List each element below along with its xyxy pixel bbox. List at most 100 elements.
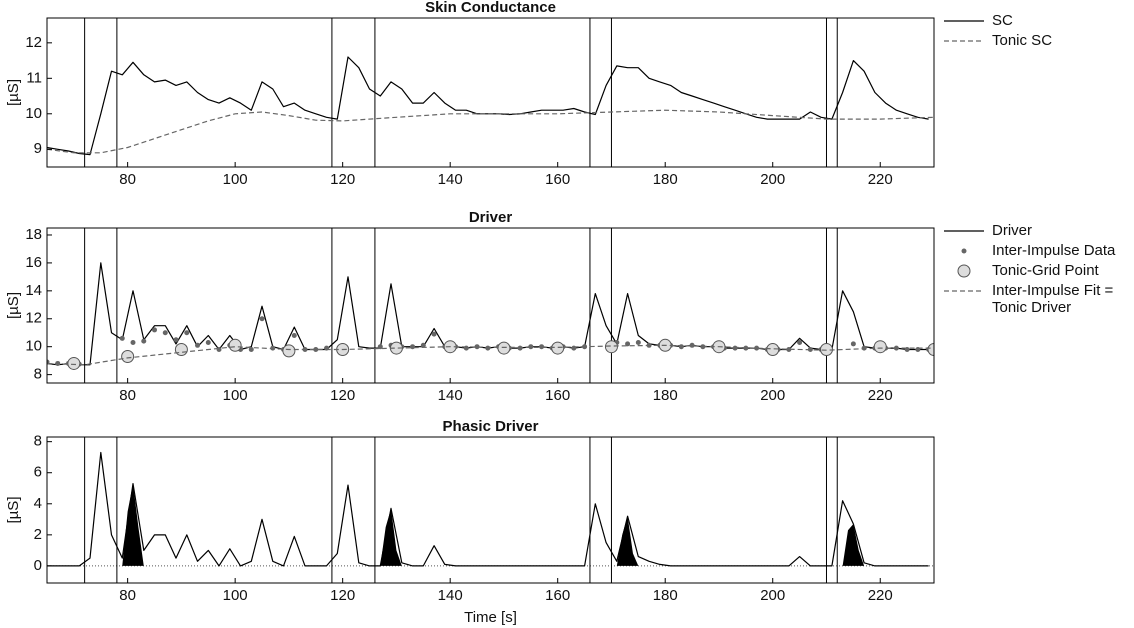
grid-point xyxy=(927,342,934,356)
x-tick-label: 120 xyxy=(330,171,355,188)
legend-item: Tonic SC xyxy=(942,32,1132,49)
data-dot xyxy=(259,316,265,322)
phasic-fill xyxy=(380,508,402,566)
y-tick-label: 11 xyxy=(26,69,42,86)
legend-marker xyxy=(961,248,967,254)
phasic-fill xyxy=(842,523,865,566)
legend-swatch xyxy=(944,40,984,42)
series-line xyxy=(47,109,934,154)
x-tick-label: 200 xyxy=(760,387,785,404)
legend-label: Inter-Impulse Fit = Tonic Driver xyxy=(992,282,1114,316)
x-tick-label: 100 xyxy=(223,171,248,188)
panel-title: Driver xyxy=(469,209,513,226)
legend-label: Inter-Impulse Data xyxy=(992,242,1116,259)
legend-swatch xyxy=(944,290,984,292)
data-dot xyxy=(313,346,319,352)
legend-swatch xyxy=(944,230,984,232)
legend-item: Inter-Impulse Fit = Tonic Driver xyxy=(942,282,1132,316)
data-dot xyxy=(173,337,179,343)
y-tick-label: 16 xyxy=(25,254,42,271)
legend-swatch xyxy=(957,264,971,278)
data-dot xyxy=(474,344,480,350)
data-dot xyxy=(130,340,136,346)
grid-point xyxy=(604,340,618,354)
legend-item: Inter-Impulse Data xyxy=(942,242,1132,259)
y-tick-label: 10 xyxy=(25,338,42,355)
y-tick-label: 6 xyxy=(34,464,42,481)
plot-area xyxy=(47,18,934,167)
data-dot xyxy=(850,341,856,347)
panel-title: Phasic Driver xyxy=(443,418,539,435)
x-tick-label: 180 xyxy=(653,171,678,188)
data-dot xyxy=(732,345,738,351)
grid-point xyxy=(497,341,511,355)
grid-point xyxy=(228,338,242,352)
x-tick-label: 140 xyxy=(438,587,463,604)
data-dot xyxy=(410,344,416,350)
legend-item: SC xyxy=(942,12,1132,29)
x-tick-label: 160 xyxy=(545,387,570,404)
y-tick-label: 18 xyxy=(25,226,42,243)
x-tick-label: 140 xyxy=(438,387,463,404)
grid-point xyxy=(873,340,887,354)
x-tick-label: 100 xyxy=(223,387,248,404)
legend-item: Tonic-Grid Point xyxy=(942,262,1132,279)
y-tick-label: 8 xyxy=(34,366,42,383)
x-tick-label: 160 xyxy=(545,171,570,188)
y-axis-label: [µS] xyxy=(5,292,22,319)
data-dot xyxy=(431,331,437,337)
series-line xyxy=(47,56,929,156)
x-axis-label: Time [s] xyxy=(464,609,517,626)
x-tick-label: 120 xyxy=(330,587,355,604)
panel-title: Skin Conductance xyxy=(425,0,556,16)
x-tick-label: 80 xyxy=(119,171,136,188)
grid-point xyxy=(282,344,296,358)
data-dot xyxy=(539,344,545,350)
x-tick-label: 80 xyxy=(119,587,136,604)
legend-marker xyxy=(957,264,971,278)
x-tick-label: 180 xyxy=(653,587,678,604)
grid-point xyxy=(766,342,780,356)
phasic-fill xyxy=(616,516,639,566)
y-tick-label: 2 xyxy=(34,526,42,543)
legend: SC Tonic SC xyxy=(942,12,1132,52)
plot-frame xyxy=(46,17,935,168)
data-dot xyxy=(517,345,523,351)
data-dot xyxy=(678,344,684,350)
data-dot xyxy=(205,340,211,346)
data-dot xyxy=(291,333,297,339)
data-dot xyxy=(528,344,534,350)
data-dot xyxy=(152,327,158,333)
grid-point xyxy=(551,341,565,355)
data-dot xyxy=(248,346,254,352)
grid-point xyxy=(121,349,135,363)
legend-label: Tonic SC xyxy=(992,32,1053,49)
y-tick-label: 4 xyxy=(34,495,42,512)
x-tick-label: 80 xyxy=(119,387,136,404)
x-tick-label: 160 xyxy=(545,587,570,604)
y-axis-label: [µS] xyxy=(5,79,22,106)
plot-area xyxy=(47,437,934,583)
y-tick-label: 10 xyxy=(25,105,42,122)
y-tick-label: 9 xyxy=(34,140,42,157)
plot-frame xyxy=(46,227,935,384)
series-line xyxy=(47,344,934,366)
y-tick-label: 14 xyxy=(25,282,42,299)
x-tick-label: 220 xyxy=(868,587,893,604)
phasic-fill xyxy=(122,483,144,566)
data-dot xyxy=(625,341,631,347)
y-tick-label: 8 xyxy=(34,433,42,450)
data-dot xyxy=(377,344,383,350)
y-axis-label: [µS] xyxy=(5,497,22,524)
data-dot xyxy=(141,338,147,344)
data-dot xyxy=(420,342,426,348)
data-dot xyxy=(119,335,125,341)
data-dot xyxy=(689,342,695,348)
plot-area xyxy=(47,228,934,383)
data-dot xyxy=(216,346,222,352)
legend-label: Driver xyxy=(992,222,1032,239)
data-dot xyxy=(797,340,803,346)
data-dot xyxy=(754,345,760,351)
